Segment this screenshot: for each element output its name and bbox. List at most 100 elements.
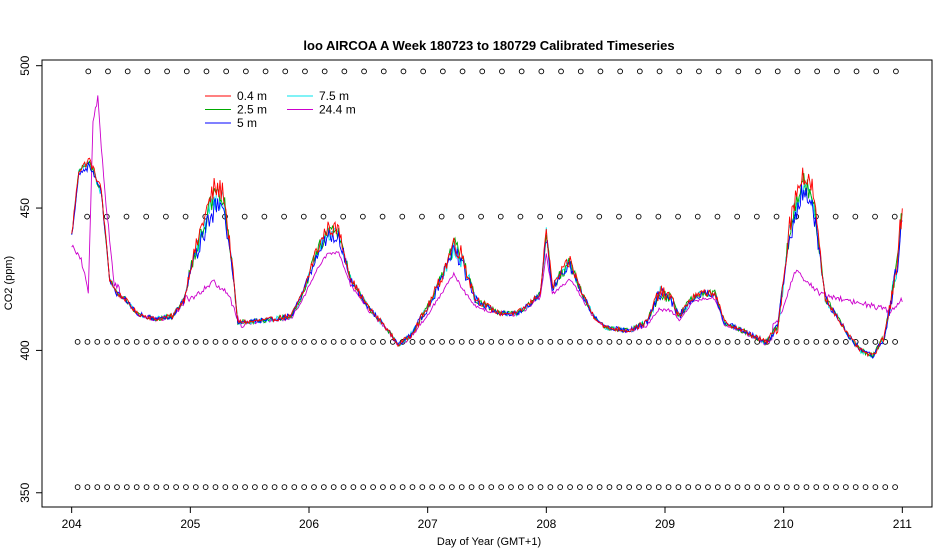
marker-point	[517, 339, 524, 345]
marker-point	[123, 484, 130, 490]
marker-point	[606, 339, 613, 345]
marker-point	[734, 339, 741, 345]
marker-point	[104, 484, 110, 490]
marker-point	[488, 339, 495, 345]
marker-point	[774, 68, 781, 75]
marker-point	[360, 339, 367, 345]
marker-point	[478, 213, 484, 220]
marker-point	[409, 484, 416, 490]
marker-point	[734, 213, 740, 220]
marker-point	[370, 484, 376, 490]
marker-point	[380, 339, 386, 345]
marker-point	[793, 339, 800, 345]
marker-point	[311, 484, 317, 490]
marker-point	[665, 339, 672, 345]
marker-point	[635, 213, 642, 220]
marker-point	[853, 68, 860, 75]
marker-point	[94, 339, 101, 345]
series-line-0	[71, 157, 903, 358]
marker-point	[803, 339, 810, 345]
marker-point	[714, 213, 721, 220]
marker-point	[764, 484, 770, 490]
marker-point	[655, 339, 662, 345]
marker-point	[203, 68, 210, 75]
marker-point	[379, 213, 386, 220]
marker-point	[419, 213, 425, 220]
marker-point	[537, 339, 544, 345]
marker-point	[675, 339, 682, 345]
marker-point	[695, 484, 701, 490]
marker-point	[114, 484, 120, 490]
marker-point	[586, 339, 593, 345]
marker-point	[330, 339, 337, 345]
marker-point	[429, 339, 436, 345]
marker-point	[508, 484, 514, 490]
marker-point	[675, 484, 682, 490]
marker-point	[803, 484, 810, 490]
marker-point	[714, 339, 721, 345]
plot-area	[71, 68, 903, 490]
y-axis-label: CO2 (ppm)	[3, 256, 15, 310]
marker-point	[419, 484, 426, 490]
marker-point	[389, 484, 396, 490]
marker-point	[311, 339, 317, 345]
marker-point	[133, 339, 140, 345]
y-tick-label: 350	[18, 482, 32, 502]
marker-point	[183, 339, 189, 345]
marker-point	[340, 339, 347, 345]
marker-point	[753, 213, 760, 220]
marker-point	[271, 339, 278, 345]
marker-point	[685, 484, 692, 490]
marker-point	[153, 484, 160, 490]
marker-point	[429, 484, 436, 490]
marker-point	[301, 484, 307, 490]
marker-point	[576, 213, 583, 220]
marker-point	[261, 213, 268, 220]
legend: 0.4 m2.5 m5 m 7.5 m24.4 m	[205, 89, 356, 130]
marker-point	[420, 68, 427, 75]
marker-point	[833, 484, 839, 490]
x-tick-label: 210	[774, 517, 794, 531]
y-tick-label: 500	[18, 55, 32, 75]
marker-point	[271, 484, 278, 490]
marker-point	[754, 484, 761, 490]
marker-point	[517, 213, 524, 220]
marker-point	[705, 484, 711, 490]
marker-point	[823, 484, 829, 490]
marker-point	[281, 213, 287, 220]
marker-point	[164, 68, 170, 75]
marker-point	[468, 339, 475, 345]
marker-point	[793, 484, 800, 490]
marker-point	[350, 484, 357, 490]
marker-point	[478, 484, 485, 490]
marker-point	[281, 484, 288, 490]
marker-point	[478, 339, 485, 345]
marker-point	[832, 213, 839, 220]
marker-point	[84, 339, 91, 345]
marker-point	[656, 68, 663, 75]
marker-point	[547, 484, 554, 490]
marker-point	[143, 484, 150, 490]
marker-point	[794, 68, 801, 75]
marker-point	[370, 339, 376, 345]
marker-point	[183, 484, 189, 490]
marker-point	[538, 68, 545, 75]
marker-point	[537, 213, 544, 220]
marker-point	[527, 484, 534, 490]
marker-point	[439, 339, 445, 345]
marker-point	[873, 68, 880, 75]
marker-point	[252, 339, 258, 345]
marker-point	[212, 484, 219, 490]
marker-point	[586, 484, 593, 490]
marker-point	[94, 484, 101, 490]
marker-point	[212, 339, 219, 345]
marker-point	[479, 68, 486, 75]
marker-point	[823, 339, 829, 345]
marker-point	[85, 68, 92, 75]
marker-point	[714, 484, 721, 490]
marker-point	[597, 68, 604, 75]
marker-point	[567, 339, 573, 345]
marker-point	[350, 339, 357, 345]
x-axis: 204 205 206 207 208 209 210 211	[62, 507, 912, 531]
marker-point	[813, 339, 820, 345]
